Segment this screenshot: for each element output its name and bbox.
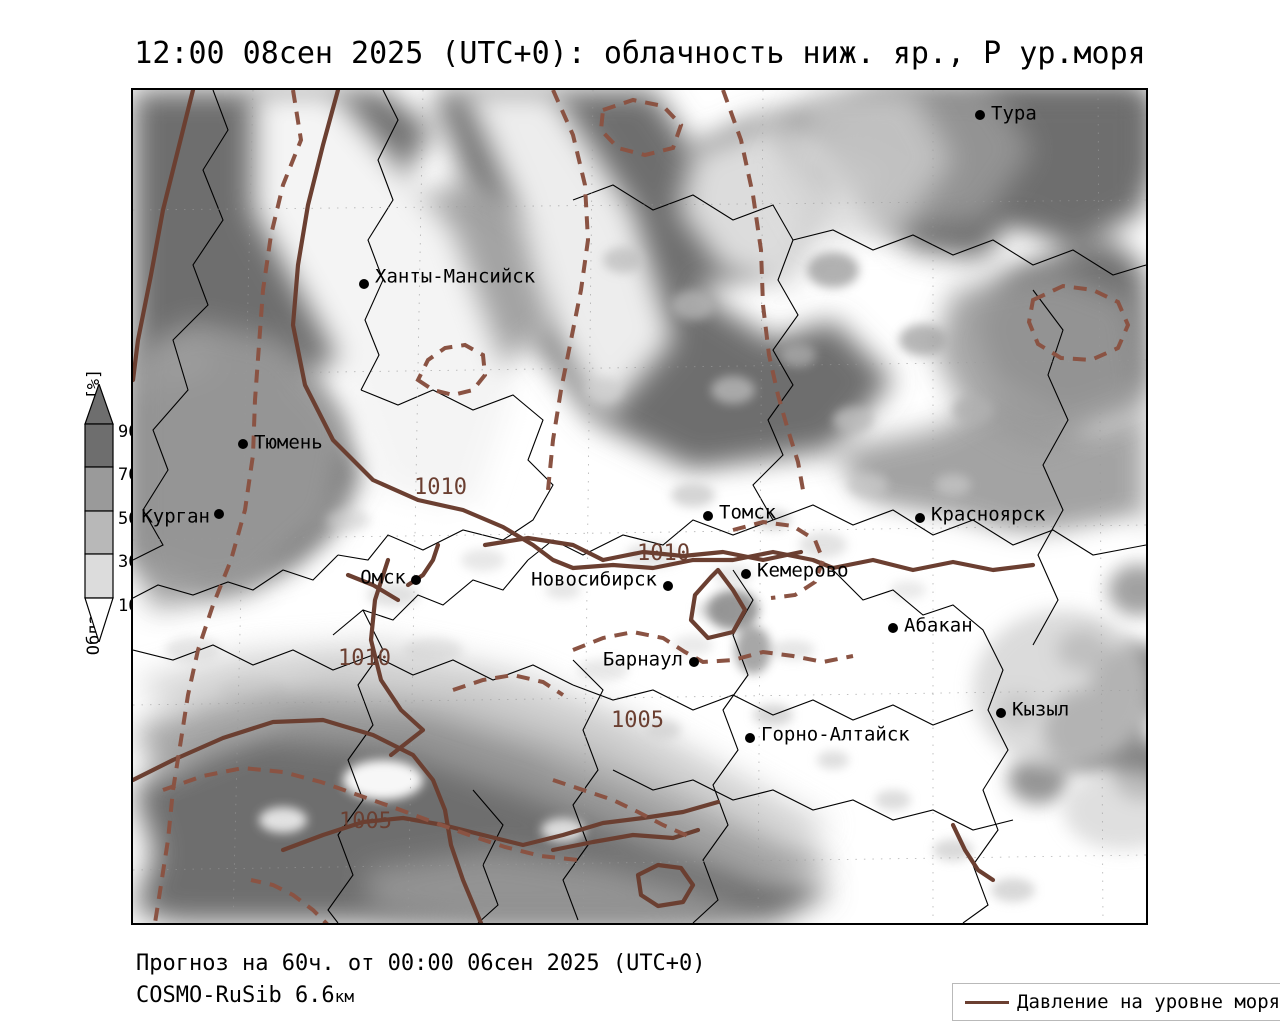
city-dot[interactable] bbox=[214, 509, 224, 519]
city-label-tomsk: Томск bbox=[719, 502, 777, 524]
city-label-khanty-mansiysk: Ханты-Мансийск bbox=[375, 266, 536, 288]
pressure-legend-label: Давление на уровне моря bbox=[1017, 991, 1280, 1013]
city-label-tura: Тура bbox=[991, 103, 1037, 125]
map-canvas: 1010 1010 1010 1005 1005 Тура Ханты-Манс… bbox=[133, 90, 1146, 923]
city-label-krasnoyarsk: Красноярск bbox=[931, 504, 1046, 526]
city-markers: Тура Ханты-Мансийск Тюмень Курган Омск Т… bbox=[141, 103, 1069, 746]
city-dot[interactable] bbox=[975, 110, 985, 120]
colorbar-legend: Облачность нижнего яруса [%] 90 70 50 30… bbox=[48, 352, 138, 712]
city-label-tyumen: Тюмень bbox=[254, 432, 323, 454]
isobar-label: 1010 bbox=[637, 541, 690, 566]
city-dot[interactable] bbox=[663, 581, 673, 591]
administrative-borders bbox=[133, 90, 1146, 923]
city-label-gorno-altaysk: Горно-Алтайск bbox=[761, 724, 910, 746]
city-dot[interactable] bbox=[359, 279, 369, 289]
city-label-novosibirsk: Новосибирск bbox=[531, 569, 657, 591]
city-dot[interactable] bbox=[238, 439, 248, 449]
footer-info: Прогноз на 60ч. от 00:00 06сен 2025 (UTC… bbox=[136, 948, 706, 1013]
city-label-omsk: Омск bbox=[360, 567, 406, 589]
isobar-solid bbox=[133, 90, 1036, 923]
isobar-dashed bbox=[153, 90, 1131, 923]
city-label-kyzyl: Кызыл bbox=[1012, 699, 1069, 721]
city-dot[interactable] bbox=[996, 708, 1006, 718]
colorbar-gradient bbox=[84, 384, 114, 642]
pressure-legend-box: Давление на уровне моря bbox=[952, 983, 1280, 1021]
city-dot[interactable] bbox=[703, 511, 713, 521]
isobar-label-group: 1010 1010 1010 1005 1005 bbox=[338, 475, 690, 834]
isobar-label: 1005 bbox=[611, 708, 664, 733]
lat-lon-grid bbox=[133, 90, 1146, 923]
isobar-label: 1010 bbox=[414, 475, 467, 500]
city-dot[interactable] bbox=[689, 657, 699, 667]
city-label-barnaul: Барнаул bbox=[603, 649, 683, 671]
forecast-line: Прогноз на 60ч. от 00:00 06сен 2025 (UTC… bbox=[136, 951, 706, 976]
city-dot[interactable] bbox=[741, 569, 751, 579]
model-resolution-unit: км bbox=[334, 987, 354, 1006]
city-dot[interactable] bbox=[411, 575, 421, 585]
city-dot[interactable] bbox=[915, 513, 925, 523]
model-name: COSMO-RuSib 6.6 bbox=[136, 983, 335, 1008]
city-dot[interactable] bbox=[888, 623, 898, 633]
isobar-label: 1005 bbox=[339, 809, 392, 834]
weather-map[interactable]: 1010 1010 1010 1005 1005 Тура Ханты-Манс… bbox=[131, 88, 1148, 925]
page-title: 12:00 08сен 2025 (UTC+0): облачность ниж… bbox=[134, 36, 1146, 71]
pressure-line-swatch bbox=[965, 1000, 1009, 1004]
city-label-kurgan: Курган bbox=[141, 506, 210, 528]
city-dot[interactable] bbox=[745, 733, 755, 743]
city-label-kemerovo: Кемерово bbox=[757, 560, 849, 582]
city-label-abakan: Абакан bbox=[904, 615, 973, 637]
model-line: COSMO-RuSib 6.6км bbox=[136, 980, 706, 1013]
isobar-label: 1010 bbox=[338, 646, 391, 671]
